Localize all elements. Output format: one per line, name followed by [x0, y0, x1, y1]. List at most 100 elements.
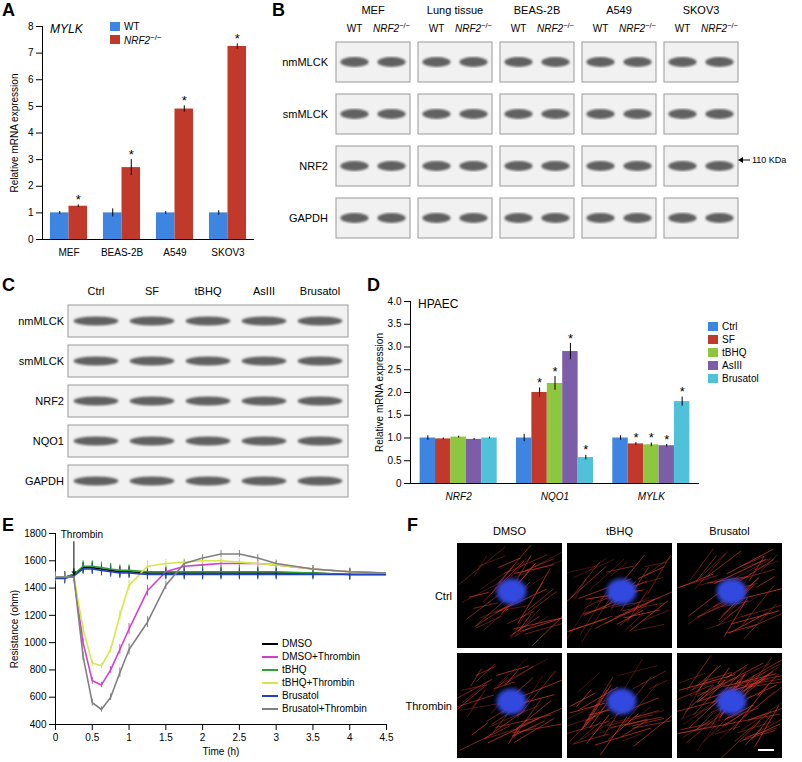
svg-text:*: * — [633, 430, 638, 445]
svg-text:3: 3 — [28, 154, 34, 165]
svg-text:3.0: 3.0 — [388, 341, 402, 352]
html-text:MYLK: MYLK — [50, 22, 83, 36]
svg-text:1: 1 — [28, 207, 34, 218]
svg-text:1000: 1000 — [24, 637, 47, 648]
svg-text:Brusatol: Brusatol — [709, 525, 749, 537]
svg-text:2.0: 2.0 — [388, 387, 402, 398]
svg-text:NRF2−/−: NRF2−/− — [619, 21, 657, 35]
svg-text:NRF2−/−: NRF2−/− — [537, 21, 575, 35]
svg-text:NRF2−/−: NRF2−/− — [455, 21, 493, 35]
svg-text:nmMLCK: nmMLCK — [282, 56, 329, 68]
svg-text:NQO1: NQO1 — [33, 435, 64, 447]
svg-text:*: * — [76, 192, 81, 207]
svg-text:MEF: MEF — [58, 247, 79, 258]
svg-text:GAPDH: GAPDH — [289, 212, 328, 224]
svg-text:Ctrl: Ctrl — [435, 590, 452, 602]
svg-text:nmMLCK: nmMLCK — [18, 315, 65, 327]
svg-text:0.5: 0.5 — [388, 455, 402, 466]
svg-text:4.0: 4.0 — [388, 296, 402, 307]
svg-text:0: 0 — [53, 732, 59, 743]
svg-text:GAPDH: GAPDH — [25, 475, 64, 487]
svg-text:BEAS-2B: BEAS-2B — [101, 247, 144, 258]
svg-text:BEAS-2B: BEAS-2B — [514, 4, 560, 16]
svg-text:Lung tissue: Lung tissue — [427, 4, 483, 16]
svg-text:smMLCK: smMLCK — [19, 355, 65, 367]
svg-text:800: 800 — [30, 664, 47, 675]
svg-text:NRF2: NRF2 — [446, 491, 473, 502]
html-text:A: A — [2, 0, 15, 20]
svg-text:NRF2−/−: NRF2−/− — [373, 21, 411, 35]
svg-text:2.5: 2.5 — [232, 732, 246, 743]
svg-text:WT: WT — [347, 23, 363, 34]
svg-text:1200: 1200 — [24, 610, 47, 621]
svg-text:8: 8 — [28, 21, 34, 32]
svg-text:0: 0 — [28, 234, 34, 245]
svg-text:NRF2: NRF2 — [35, 395, 64, 407]
svg-text:3.5: 3.5 — [306, 732, 320, 743]
svg-text:7: 7 — [28, 47, 34, 58]
svg-text:Thrombin: Thrombin — [406, 700, 452, 712]
svg-text:smMLCK: smMLCK — [283, 108, 329, 120]
svg-text:*: * — [680, 384, 685, 399]
svg-text:2: 2 — [200, 732, 206, 743]
svg-text:1400: 1400 — [24, 582, 47, 593]
svg-text:*: * — [537, 375, 542, 390]
svg-text:6: 6 — [28, 74, 34, 85]
svg-text:1600: 1600 — [24, 555, 47, 566]
svg-text:NQO1: NQO1 — [541, 491, 569, 502]
svg-text:SKOV3: SKOV3 — [211, 247, 245, 258]
svg-text:WT: WT — [429, 23, 445, 34]
svg-text:Thrombin: Thrombin — [61, 529, 103, 540]
svg-text:1: 1 — [126, 732, 132, 743]
svg-text:A549: A549 — [163, 247, 187, 258]
svg-text:Relative mRNA expression: Relative mRNA expression — [9, 74, 20, 193]
svg-text:1.5: 1.5 — [388, 409, 402, 420]
svg-text:2.5: 2.5 — [388, 364, 402, 375]
svg-text:0.5: 0.5 — [85, 732, 99, 743]
svg-text:*: * — [129, 147, 134, 162]
svg-text:Ctrl: Ctrl — [87, 285, 104, 297]
svg-text:NRF2−/−: NRF2−/− — [701, 21, 739, 35]
svg-text:*: * — [583, 442, 588, 457]
svg-text:400: 400 — [30, 719, 47, 730]
svg-text:SF: SF — [145, 285, 159, 297]
svg-text:MEF: MEF — [361, 4, 385, 16]
svg-text:2: 2 — [28, 180, 34, 191]
svg-text:4.5: 4.5 — [380, 732, 394, 743]
svg-text:110 KDa: 110 KDa — [752, 155, 786, 165]
svg-text:AsIII: AsIII — [253, 285, 275, 297]
svg-text:Brusatol: Brusatol — [300, 285, 340, 297]
svg-text:3: 3 — [273, 732, 279, 743]
svg-text:*: * — [552, 364, 557, 379]
svg-text:Resistance (ohm): Resistance (ohm) — [9, 590, 20, 668]
svg-text:SKOV3: SKOV3 — [683, 4, 720, 16]
svg-text:WT: WT — [675, 23, 691, 34]
svg-text:5: 5 — [28, 101, 34, 112]
svg-text:0: 0 — [396, 478, 402, 489]
svg-text:600: 600 — [30, 691, 47, 702]
svg-text:1.0: 1.0 — [388, 432, 402, 443]
html-text:HPAEC: HPAEC — [418, 297, 459, 311]
svg-text:3.5: 3.5 — [388, 318, 402, 329]
svg-text:1800: 1800 — [24, 528, 47, 539]
html-text:B: B — [272, 0, 285, 20]
svg-text:*: * — [235, 31, 240, 46]
svg-text:Relative mRNA expression: Relative mRNA expression — [374, 333, 385, 452]
svg-text:NRF2: NRF2 — [299, 160, 328, 172]
svg-text:DMSO: DMSO — [493, 525, 526, 537]
svg-text:*: * — [568, 331, 573, 346]
svg-text:WT: WT — [593, 23, 609, 34]
html-text:NRF2−/−: NRF2−/− — [124, 32, 162, 47]
svg-text:4: 4 — [347, 732, 353, 743]
svg-text:MYLK: MYLK — [638, 491, 667, 502]
svg-text:tBHQ: tBHQ — [606, 525, 633, 537]
svg-text:*: * — [182, 93, 187, 108]
svg-text:4: 4 — [28, 127, 34, 138]
svg-text:*: * — [649, 430, 654, 445]
svg-text:1.5: 1.5 — [159, 732, 173, 743]
svg-text:tBHQ: tBHQ — [195, 285, 222, 297]
svg-text:WT: WT — [511, 23, 527, 34]
svg-text:A549: A549 — [606, 4, 632, 16]
svg-text:*: * — [664, 432, 669, 447]
svg-text:Time (h): Time (h) — [203, 746, 240, 757]
